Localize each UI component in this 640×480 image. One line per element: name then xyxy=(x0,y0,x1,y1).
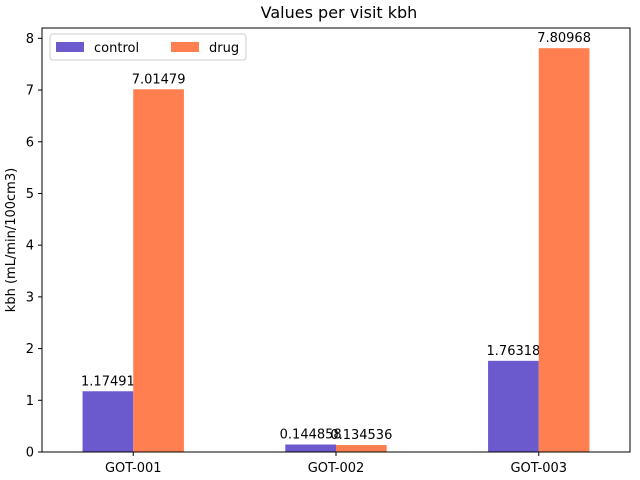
y-tick-label-2: 2 xyxy=(26,342,34,357)
y-tick-label-1: 1 xyxy=(26,394,34,409)
y-tick-label-8: 8 xyxy=(26,32,34,47)
legend: control drug xyxy=(49,33,247,61)
legend-label-drug: drug xyxy=(209,41,239,56)
y-tick-label-6: 6 xyxy=(26,135,34,150)
chart-title: Values per visit kbh xyxy=(261,3,418,22)
y-tick-label-3: 3 xyxy=(26,290,34,305)
x-tick-label-GOT-002: GOT-002 xyxy=(308,461,365,476)
bar-drug-GOT-002 xyxy=(336,445,387,452)
legend-swatch-drug xyxy=(171,42,199,52)
data-label-control-GOT-003: 1.76318 xyxy=(487,344,541,359)
bar-drug-GOT-001 xyxy=(133,89,184,452)
y-axis-label: kbh (mL/min/100cm3) xyxy=(4,168,19,312)
x-tick-label-GOT-001: GOT-001 xyxy=(105,461,162,476)
data-label-drug-GOT-003: 7.80968 xyxy=(537,31,591,46)
legend-swatch-control xyxy=(56,42,84,52)
bar-control-GOT-002 xyxy=(285,444,336,452)
x-tick-label-GOT-003: GOT-003 xyxy=(510,461,567,476)
bar-control-GOT-001 xyxy=(82,391,134,452)
plot-area: 1.17491 0.144858 1.76318 7.01479 0.134536 7.8… xyxy=(26,27,631,476)
bar-control-GOT-003 xyxy=(488,360,539,452)
legend-label-control: control xyxy=(94,41,139,56)
data-label-control-GOT-002: 0.144858 xyxy=(280,428,342,443)
legend-box xyxy=(49,33,247,61)
y-tick-label-5: 5 xyxy=(26,187,34,202)
data-label-drug-GOT-002: 0.134536 xyxy=(330,428,392,443)
bar-drug-GOT-003 xyxy=(538,48,590,453)
y-tick-label-4: 4 xyxy=(26,239,34,254)
y-tick-label-7: 7 xyxy=(26,84,34,99)
y-tick-label-0: 0 xyxy=(26,446,34,461)
data-label-control-GOT-001: 1.17491 xyxy=(81,374,135,389)
data-label-drug-GOT-001: 7.01479 xyxy=(132,72,186,87)
